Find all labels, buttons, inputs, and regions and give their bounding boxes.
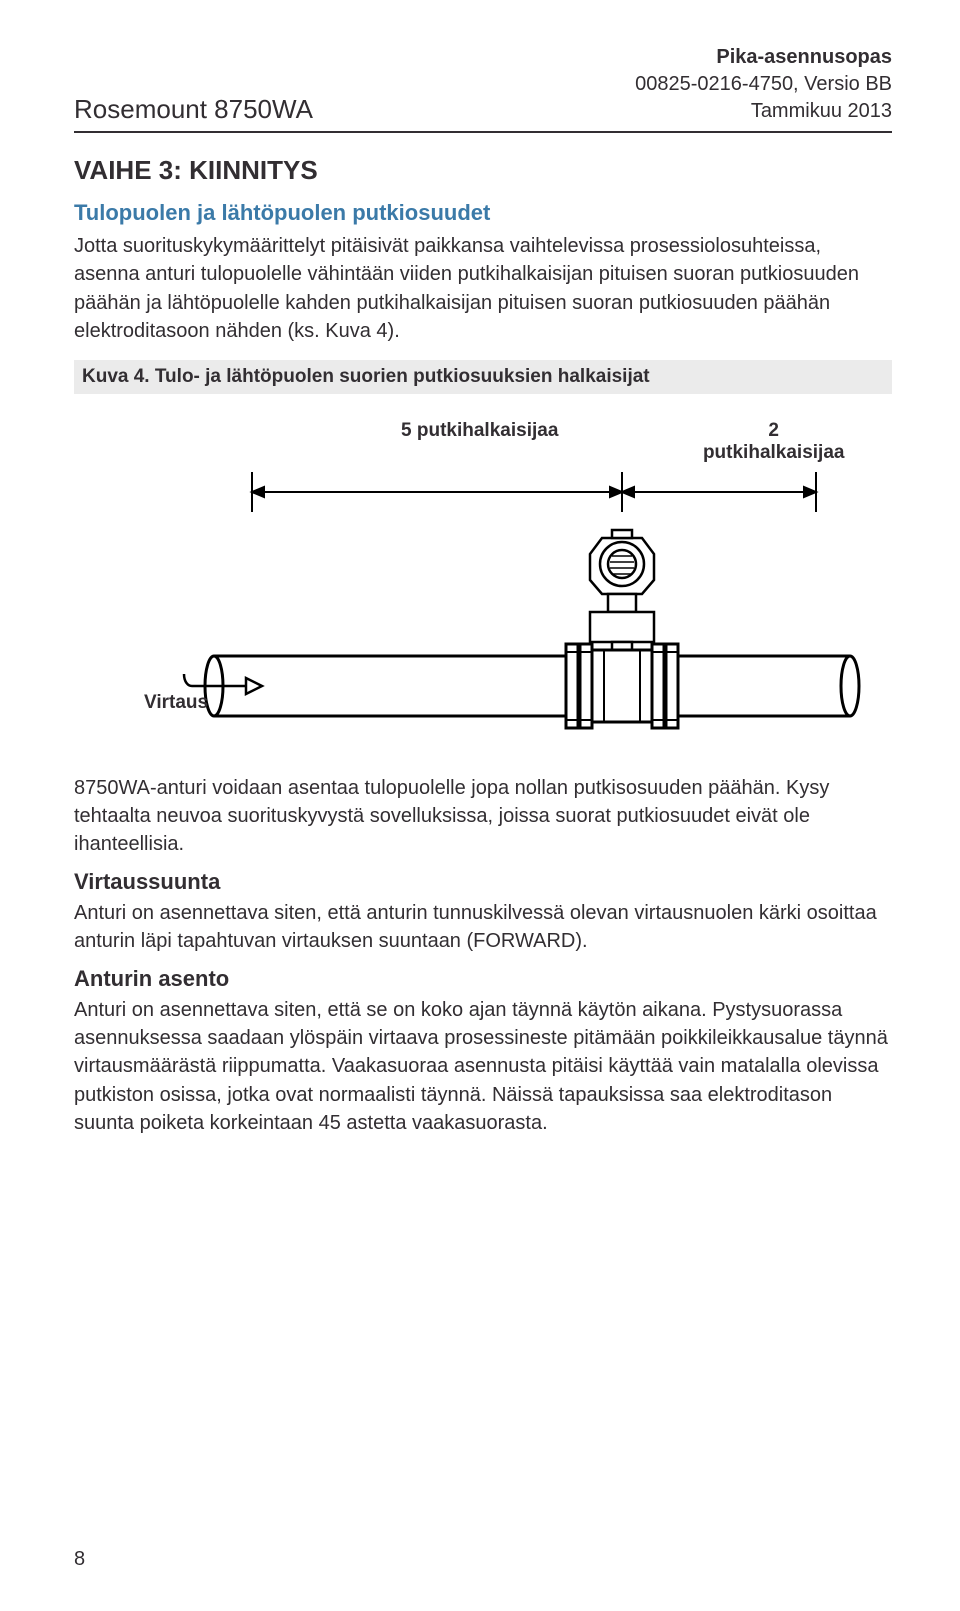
subsection-orientation: Anturin asento (74, 966, 892, 992)
body-flow-direction: Anturi on asennettava siten, että anturi… (74, 899, 892, 956)
section-name: KIINNITYS (189, 155, 318, 185)
doc-date: Tammikuu 2013 (635, 98, 892, 125)
flow-label: Virtaus (144, 692, 892, 714)
body-orientation: Anturi on asennettava siten, että se on … (74, 996, 892, 1138)
page-number: 8 (74, 1548, 85, 1571)
product-name: Rosemount 8750WA (74, 94, 313, 125)
section-title: VAIHE 3: KIINNITYS (74, 155, 892, 186)
body-pipe-runs: Jotta suorituskykymäärittelyt pitäisivät… (74, 232, 892, 346)
section-prefix: VAIHE 3: (74, 155, 189, 185)
figure-caption-text: Kuva 4. Tulo- ja lähtöpuolen suorien put… (82, 366, 650, 387)
figure-caption: Kuva 4. Tulo- ja lähtöpuolen suorien put… (74, 360, 892, 394)
subsection-flow-direction: Virtaussuunta (74, 869, 892, 895)
diagram-container: 5 putkihalkaisijaa 2 putkihalkaisijaa (74, 420, 892, 714)
upstream-label: 5 putkihalkaisijaa (252, 420, 675, 464)
page-header: Rosemount 8750WA Pika-asennusopas 00825-… (74, 44, 892, 133)
downstream-label: 2 putkihalkaisijaa (675, 420, 852, 464)
body-install-note: 8750WA-anturi voidaan asentaa tulopuolel… (74, 774, 892, 859)
doc-info: Pika-asennusopas 00825-0216-4750, Versio… (635, 44, 892, 125)
doc-number: 00825-0216-4750, Versio BB (635, 71, 892, 98)
doc-type: Pika-asennusopas (635, 44, 892, 71)
subsection-pipe-runs: Tulopuolen ja lähtöpuolen putkiosuudet (74, 200, 892, 226)
diagram-dimension-labels: 5 putkihalkaisijaa 2 putkihalkaisijaa (74, 420, 892, 464)
